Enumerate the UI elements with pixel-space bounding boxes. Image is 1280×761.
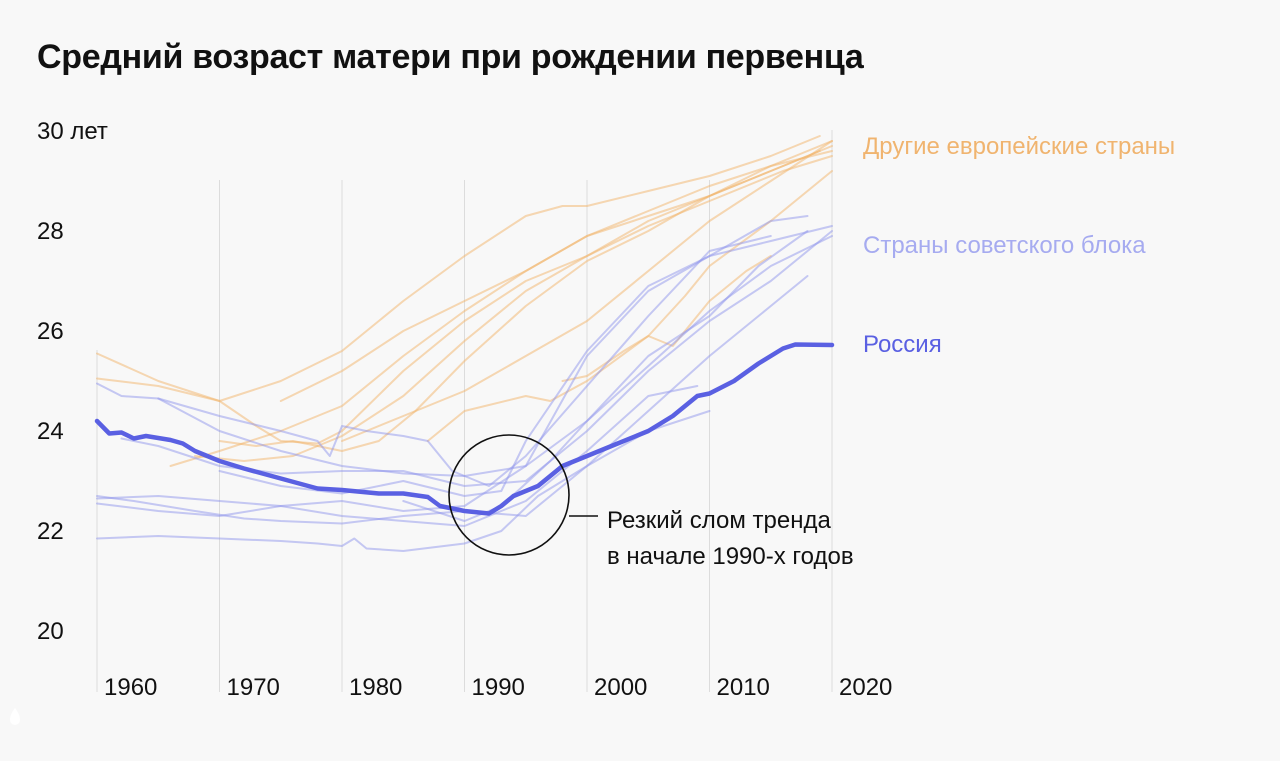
europe-series-line	[169, 150, 833, 467]
y-tick-label: 30 лет	[37, 118, 108, 145]
y-tick-label: 22	[37, 518, 64, 545]
europe-series-line	[96, 145, 833, 445]
annotation-text: Резкий слом тренда	[607, 507, 831, 534]
soviet-series-line	[157, 235, 772, 487]
russia-line	[94, 342, 835, 516]
annotation-text: в начале 1990-х годов	[607, 543, 854, 570]
soviet-series-line	[96, 410, 711, 552]
x-tick-label: 1970	[227, 674, 280, 701]
x-tick-label: 1960	[104, 674, 157, 701]
y-tick-label: 28	[37, 218, 64, 245]
soviet-series-line	[120, 230, 833, 487]
soviet-series-line	[402, 230, 809, 522]
x-tick-label: 1990	[472, 674, 525, 701]
legend-label: Россия	[863, 331, 942, 358]
chart-title: Средний возраст матери при рождении перв…	[37, 38, 864, 76]
annotation-circle	[448, 434, 570, 556]
x-tick-label: 2000	[594, 674, 647, 701]
soviet-series-line	[218, 215, 809, 497]
y-tick-label: 24	[37, 418, 64, 445]
europe-series-line	[96, 135, 821, 402]
legend-label: Страны советского блока	[863, 232, 1146, 259]
europe-series-line	[279, 150, 821, 402]
y-tick-label: 20	[37, 618, 64, 645]
logo-icon	[10, 708, 20, 725]
europe-series-line	[561, 255, 772, 382]
x-tick-label: 2010	[717, 674, 770, 701]
europe-series-line	[194, 155, 833, 462]
legend-label: Другие европейские страны	[863, 133, 1175, 160]
x-tick-label: 1980	[349, 674, 402, 701]
soviet-series-line	[96, 235, 833, 512]
europe-series-line	[341, 140, 833, 442]
soviet-series-line	[96, 275, 809, 525]
soviet-series-line	[96, 385, 699, 527]
x-tick-label: 2020	[839, 674, 892, 701]
y-tick-label: 26	[37, 318, 64, 345]
